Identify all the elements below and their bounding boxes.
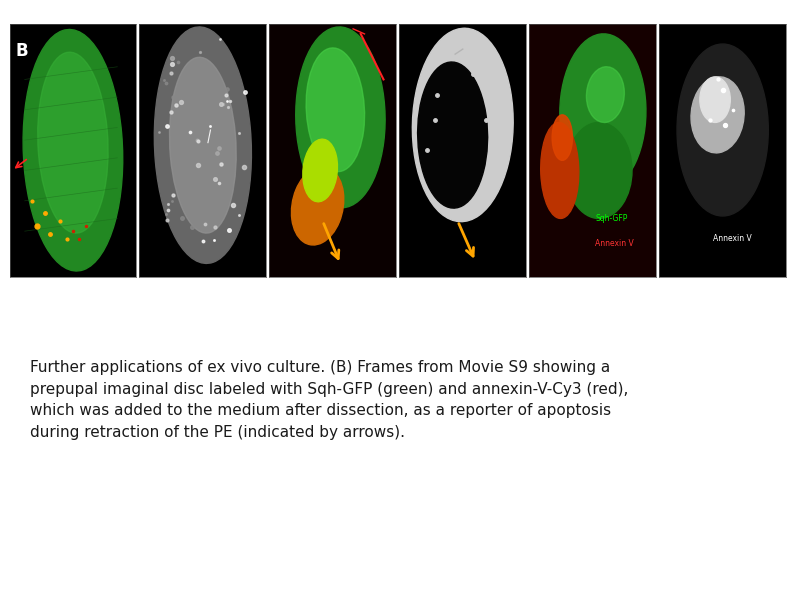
Ellipse shape [560,34,646,191]
Text: Further applications of ex vivo culture. (B) Frames from Movie S9 showing a
prep: Further applications of ex vivo culture.… [30,360,629,440]
Text: Sqh-GFP: Sqh-GFP [596,214,627,223]
Ellipse shape [677,44,769,216]
Text: B: B [16,42,29,60]
Ellipse shape [587,67,624,123]
Ellipse shape [691,77,744,153]
Ellipse shape [295,27,385,208]
Ellipse shape [37,52,108,233]
Ellipse shape [418,62,488,208]
Ellipse shape [154,27,252,264]
Ellipse shape [291,167,344,245]
Text: Annexin V: Annexin V [596,239,634,248]
Ellipse shape [303,139,337,202]
Ellipse shape [412,28,513,222]
Ellipse shape [541,123,579,218]
Text: Annexin V: Annexin V [712,234,751,243]
Ellipse shape [552,115,572,160]
Ellipse shape [700,77,730,123]
Ellipse shape [23,30,123,271]
Ellipse shape [566,123,632,218]
Ellipse shape [169,57,237,233]
Ellipse shape [306,48,364,172]
